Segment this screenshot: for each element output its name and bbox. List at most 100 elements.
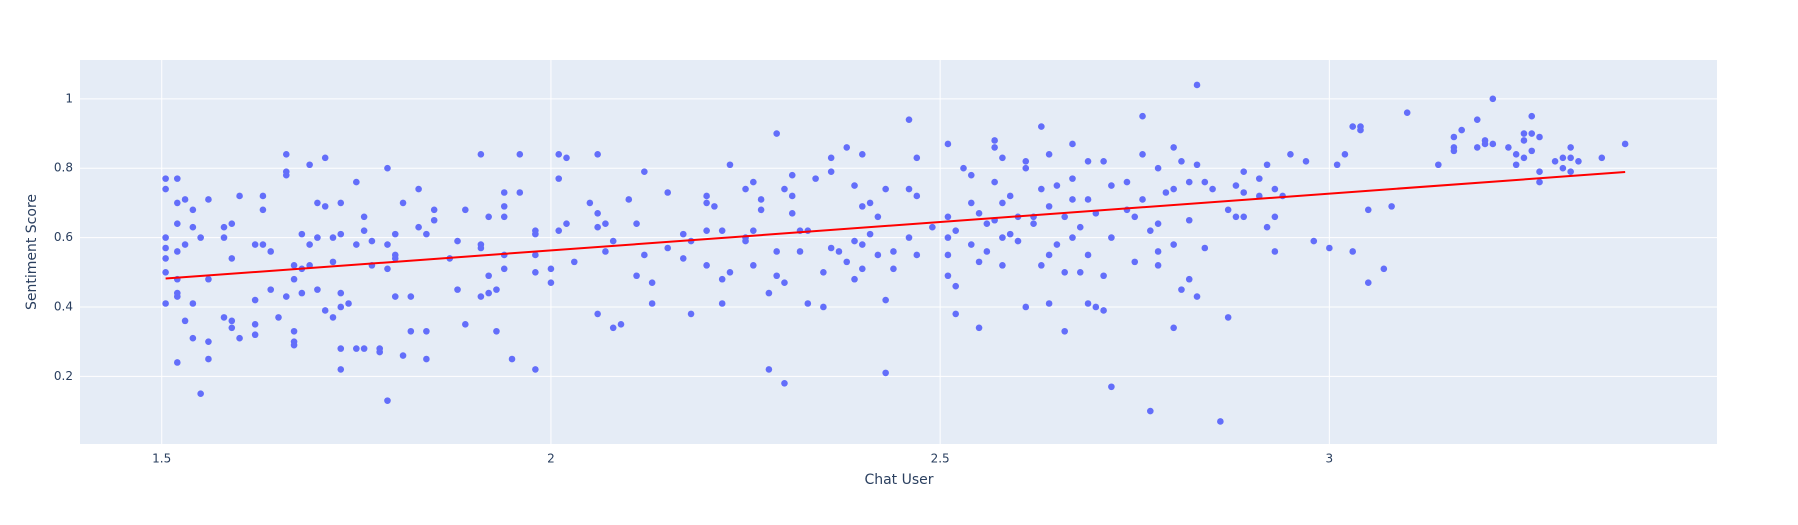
point bbox=[259, 192, 267, 200]
point bbox=[602, 220, 609, 228]
point bbox=[827, 244, 835, 252]
point bbox=[648, 279, 656, 286]
point bbox=[337, 289, 345, 297]
point bbox=[929, 223, 936, 231]
point bbox=[205, 355, 212, 363]
point bbox=[1435, 161, 1442, 169]
point bbox=[314, 199, 321, 207]
point bbox=[1100, 157, 1107, 165]
y-tick-label: 0.8 bbox=[54, 161, 73, 175]
x-tick-label: 2.5 bbox=[931, 452, 950, 466]
point bbox=[205, 196, 212, 203]
point bbox=[975, 210, 983, 217]
point bbox=[1528, 147, 1536, 155]
point bbox=[290, 327, 298, 335]
point bbox=[726, 268, 734, 276]
point bbox=[1076, 268, 1084, 276]
point bbox=[804, 300, 812, 307]
point bbox=[1069, 234, 1076, 241]
point bbox=[368, 237, 376, 245]
point bbox=[314, 286, 321, 293]
point bbox=[384, 164, 391, 172]
point bbox=[329, 234, 337, 241]
point bbox=[1038, 262, 1045, 269]
point bbox=[162, 185, 169, 193]
point bbox=[1349, 123, 1357, 130]
point bbox=[500, 213, 508, 221]
point bbox=[633, 220, 640, 228]
point bbox=[477, 244, 485, 252]
point bbox=[1185, 178, 1193, 186]
point bbox=[1224, 314, 1232, 321]
point bbox=[1559, 164, 1567, 172]
point bbox=[890, 265, 897, 273]
point bbox=[532, 251, 539, 259]
point bbox=[174, 359, 181, 366]
point bbox=[999, 234, 1006, 241]
point bbox=[1131, 258, 1139, 266]
point bbox=[321, 154, 329, 162]
point bbox=[851, 182, 858, 189]
point bbox=[1045, 251, 1053, 259]
point bbox=[1045, 300, 1053, 307]
point bbox=[1108, 234, 1115, 241]
point bbox=[290, 262, 298, 269]
point bbox=[1154, 262, 1162, 269]
point bbox=[399, 199, 407, 207]
point bbox=[594, 310, 601, 318]
point bbox=[866, 230, 874, 238]
point bbox=[1567, 168, 1574, 175]
point bbox=[220, 314, 228, 321]
point bbox=[1450, 147, 1458, 155]
point bbox=[1170, 144, 1177, 151]
point bbox=[1108, 383, 1115, 391]
point bbox=[251, 296, 259, 304]
point bbox=[306, 241, 313, 248]
point bbox=[290, 341, 298, 349]
point bbox=[500, 203, 508, 210]
x-tick-label: 1.5 bbox=[152, 452, 171, 466]
point bbox=[430, 216, 438, 224]
point bbox=[1520, 137, 1528, 144]
point bbox=[1100, 307, 1107, 314]
point bbox=[757, 206, 765, 214]
point bbox=[547, 279, 555, 286]
point bbox=[1045, 203, 1053, 210]
point bbox=[1598, 154, 1606, 162]
point bbox=[750, 262, 757, 269]
point bbox=[267, 248, 275, 255]
point bbox=[485, 213, 492, 221]
point bbox=[493, 327, 500, 335]
point bbox=[1170, 241, 1177, 248]
point bbox=[679, 230, 687, 238]
point bbox=[859, 203, 866, 210]
point bbox=[1154, 220, 1162, 228]
point bbox=[282, 171, 290, 179]
point bbox=[174, 199, 181, 207]
point bbox=[1505, 144, 1512, 151]
plot-area bbox=[80, 60, 1717, 444]
point bbox=[477, 293, 485, 300]
point bbox=[1069, 140, 1076, 148]
point bbox=[220, 223, 228, 231]
point bbox=[944, 272, 952, 280]
point bbox=[423, 230, 430, 238]
point bbox=[944, 251, 952, 259]
point bbox=[485, 272, 492, 280]
point bbox=[1061, 327, 1068, 335]
point bbox=[532, 268, 539, 276]
point bbox=[391, 255, 399, 262]
point bbox=[1458, 126, 1465, 134]
point bbox=[866, 199, 874, 207]
point bbox=[765, 289, 773, 297]
point bbox=[162, 255, 169, 262]
point bbox=[162, 175, 169, 182]
point bbox=[1178, 157, 1185, 165]
point bbox=[1076, 223, 1084, 231]
point bbox=[991, 178, 998, 186]
point bbox=[376, 348, 383, 356]
point bbox=[555, 151, 563, 158]
point bbox=[228, 255, 236, 262]
point bbox=[1271, 248, 1279, 255]
point bbox=[1489, 95, 1497, 103]
